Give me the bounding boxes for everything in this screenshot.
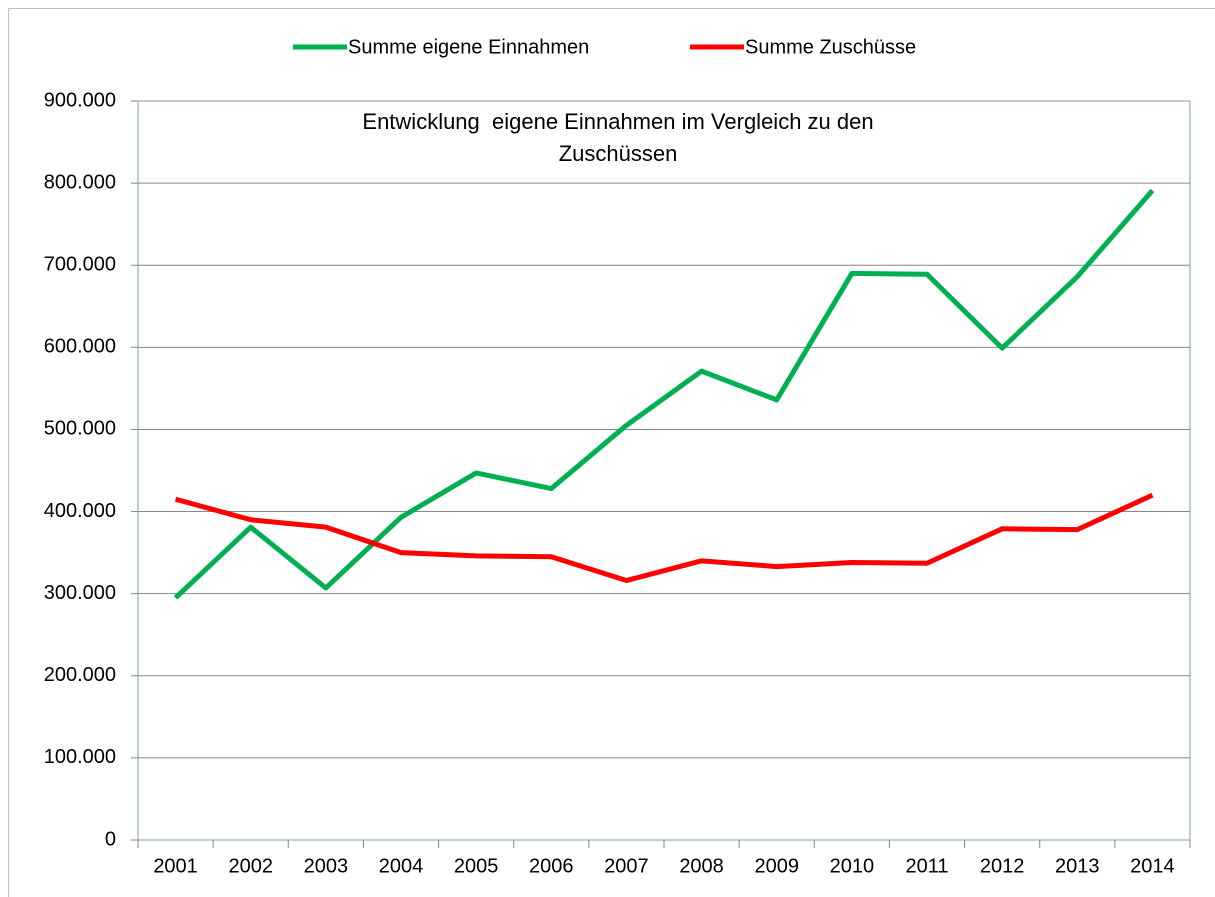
y-tick-label: 900.000 bbox=[44, 89, 116, 111]
series-line bbox=[174, 492, 1154, 584]
plot-border bbox=[137, 100, 1191, 841]
x-tick-label: 2013 bbox=[1055, 855, 1100, 877]
x-tick-label: 2008 bbox=[679, 855, 724, 877]
x-tick-label: 2014 bbox=[1130, 855, 1175, 877]
x-tick-label: 2006 bbox=[529, 855, 574, 877]
y-tick-label: 600.000 bbox=[44, 336, 116, 358]
chart-title: Entwicklung eigene Einnahmen im Vergleic… bbox=[362, 109, 880, 166]
x-tick-label: 2003 bbox=[304, 855, 349, 877]
y-tick-label: 800.000 bbox=[44, 171, 116, 193]
y-tick-label: 400.000 bbox=[44, 500, 116, 522]
x-tick-label: 2002 bbox=[228, 855, 273, 877]
x-tick-label: 2005 bbox=[454, 855, 499, 877]
legend-label: Summe Zuschüsse bbox=[745, 36, 916, 58]
y-tick-label: 700.000 bbox=[44, 254, 116, 276]
x-tick-label: 2011 bbox=[905, 855, 948, 877]
y-tick-label: 500.000 bbox=[44, 418, 116, 440]
x-tick-label: 2001 bbox=[153, 855, 198, 877]
y-tick-label: 300.000 bbox=[44, 582, 116, 604]
y-tick-label: 200.000 bbox=[44, 664, 116, 686]
legend-label: Summe eigene Einnahmen bbox=[348, 36, 589, 58]
x-tick-label: 2010 bbox=[830, 855, 875, 877]
y-tick-label: 100.000 bbox=[44, 746, 116, 768]
x-tick-label: 2009 bbox=[754, 855, 799, 877]
series-line bbox=[173, 188, 1155, 600]
x-tick-label: 2004 bbox=[379, 855, 424, 877]
x-tick-label: 2007 bbox=[604, 855, 649, 877]
y-tick-label: 0 bbox=[105, 828, 116, 850]
x-tick-label: 2012 bbox=[980, 855, 1025, 877]
